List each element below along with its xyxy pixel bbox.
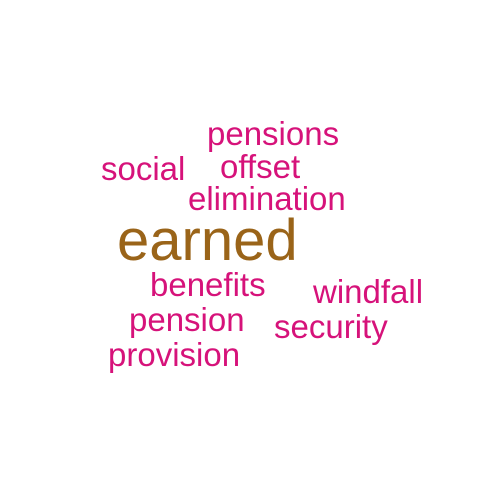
word-social: social [101, 150, 186, 187]
word-earned: earned [117, 208, 298, 273]
word-pensions: pensions [207, 115, 340, 152]
word-provision: provision [108, 336, 241, 373]
word-elimination: elimination [188, 180, 346, 217]
word-windfall: windfall [313, 273, 424, 310]
word-offset: offset [220, 148, 301, 185]
word-benefits: benefits [150, 266, 266, 303]
word-security: security [274, 308, 388, 345]
word-pension: pension [129, 301, 245, 338]
